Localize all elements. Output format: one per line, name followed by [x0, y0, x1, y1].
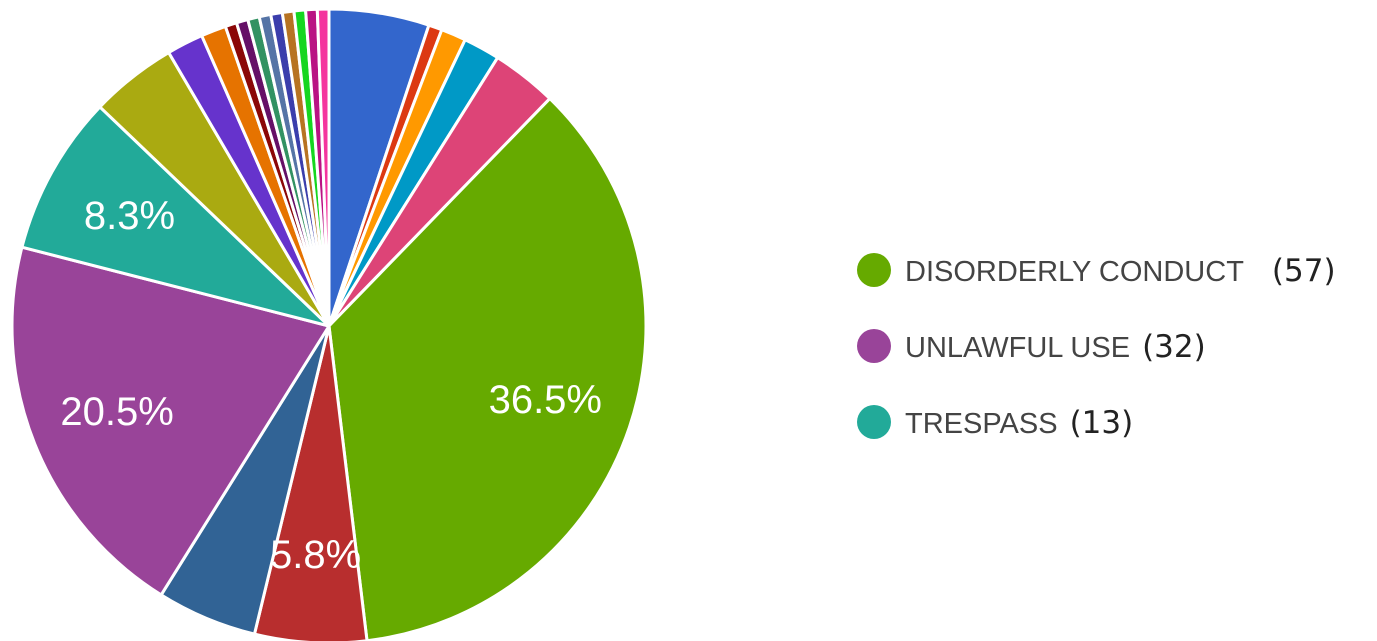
legend-count-1: (57): [1272, 253, 1336, 289]
legend-swatch-3: [857, 405, 891, 439]
pie-slice-label-10: 8.3%: [84, 194, 175, 238]
legend-label-1: DISORDERLY CONDUCT: [905, 256, 1244, 288]
legend-text-2: UNLAWFUL USE (32): [905, 329, 1206, 365]
pie-slice-6[interactable]: [327, 97, 648, 641]
pie-slice-22[interactable]: [315, 7, 331, 328]
legend-count-2: (32): [1142, 329, 1206, 365]
pie-slice-label-9: 20.5%: [60, 390, 173, 434]
legend: DISORDERLY CONDUCT (57) UNLAWFUL USE (32) TR…: [857, 253, 1336, 441]
pie-slices: [10, 7, 648, 641]
pie-slice-label-7: 5.8%: [270, 533, 361, 577]
legend-swatch-1: [857, 253, 891, 287]
legend-swatch-2: [857, 329, 891, 363]
legend-text-3: TRESPASS (13): [905, 405, 1133, 441]
legend-label-2: UNLAWFUL USE: [905, 332, 1130, 364]
pie-slice-labels: 36.5% 5.8% 20.5% 8.3%: [60, 194, 602, 577]
pie-slice-10[interactable]: [20, 105, 331, 328]
legend-item-1[interactable]: DISORDERLY CONDUCT (57): [857, 253, 1336, 289]
legend-text-1: DISORDERLY CONDUCT (57): [905, 253, 1336, 289]
legend-item-2[interactable]: UNLAWFUL USE (32): [857, 329, 1206, 365]
legend-count-3: (13): [1070, 405, 1134, 441]
pie-slice-9[interactable]: [10, 245, 331, 597]
legend-label-3: TRESPASS: [905, 408, 1058, 440]
legend-item-3[interactable]: TRESPASS (13): [857, 405, 1133, 441]
pie-slice-label-6: 36.5%: [489, 378, 602, 422]
